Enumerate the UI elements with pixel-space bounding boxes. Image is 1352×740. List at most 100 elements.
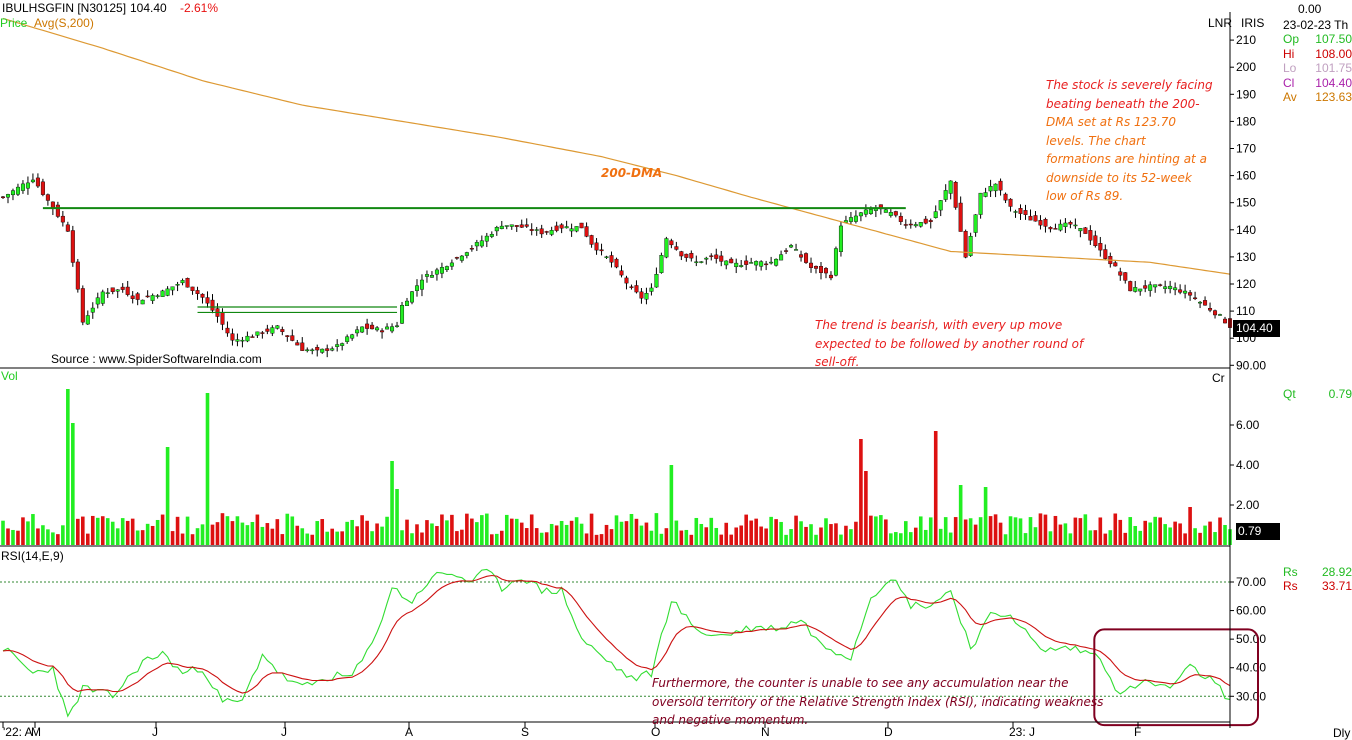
- candle-body: [1083, 227, 1088, 234]
- volume-bar: [140, 530, 145, 545]
- volume-bar: [1003, 534, 1008, 545]
- note-line: DMA set at Rs 123.70: [1046, 115, 1177, 129]
- candle-body: [789, 245, 794, 248]
- volume-bar: [155, 519, 160, 545]
- volume-bar: [519, 522, 524, 545]
- candle-body: [614, 258, 619, 268]
- volume-bar: [145, 523, 150, 545]
- volume-bar: [235, 516, 240, 545]
- note-line: expected to be followed by another round…: [815, 336, 1084, 351]
- candle-body: [15, 186, 20, 195]
- volume-bar: [1123, 532, 1128, 545]
- price-tag: 104.40: [1233, 320, 1280, 337]
- volume-bar: [789, 529, 793, 545]
- candle-body: [1008, 198, 1013, 207]
- candle-body: [734, 262, 739, 268]
- candle-body: [35, 177, 40, 187]
- candle-body: [70, 230, 75, 263]
- price-tick-label: 140: [1236, 223, 1256, 237]
- volume-bar: [120, 518, 125, 545]
- volume-tick-label: 4.00: [1236, 458, 1260, 472]
- candle-body: [295, 342, 300, 346]
- volume-bar: [95, 517, 100, 545]
- candle-body: [1003, 193, 1008, 201]
- volume-bar: [704, 527, 709, 545]
- candle-body: [564, 226, 569, 229]
- candle-body: [669, 240, 674, 246]
- price-panel: 90.0010011012013014015016017018019020021…: [1, 17, 1266, 372]
- note-line: levels. The chart: [1046, 133, 1146, 148]
- volume-bar: [629, 513, 634, 545]
- candle-body: [823, 268, 828, 274]
- candle-body: [764, 263, 769, 266]
- volume-bar: [1083, 514, 1088, 545]
- note-line: sell-off.: [815, 355, 860, 369]
- candle-body: [833, 248, 838, 276]
- candle-body: [315, 346, 320, 351]
- candle-body: [419, 279, 424, 290]
- volume-bar: [988, 516, 993, 545]
- volume-bar: [470, 518, 474, 545]
- candle-body: [968, 236, 973, 256]
- note-mid: The trend is bearish, with every up move…: [815, 316, 1083, 372]
- rsi-line: [2, 568, 1231, 718]
- volume-bar: [669, 465, 674, 545]
- volume-bar: [425, 520, 429, 545]
- volume-bar: [390, 461, 394, 545]
- qt-value: 0.79: [1328, 387, 1352, 401]
- volume-bar: [275, 519, 280, 545]
- candle-body: [449, 262, 454, 267]
- candle-body: [619, 270, 624, 276]
- volume-bar: [754, 518, 758, 545]
- volume-bar: [475, 522, 479, 545]
- volume-bar: [485, 513, 489, 545]
- volume-bar: [769, 516, 773, 545]
- candle-body: [599, 249, 604, 252]
- x-tick-label: A: [405, 725, 413, 739]
- candle-body: [679, 251, 684, 257]
- candle-body: [250, 336, 255, 338]
- volume-bar: [958, 485, 963, 545]
- candle-body: [270, 327, 275, 334]
- candle-body: [275, 325, 280, 329]
- volume-bar: [589, 513, 594, 545]
- period-label: Dly: [1333, 726, 1351, 740]
- volume-tick-label: 2.00: [1236, 498, 1260, 512]
- candle-body: [604, 256, 609, 258]
- candle-body: [1168, 285, 1173, 290]
- candle-body: [1053, 228, 1058, 230]
- note-top: The stock is severely facing beating bene…: [1046, 76, 1213, 206]
- rsi-tick-label: 40.00: [1236, 661, 1266, 675]
- candle-body: [300, 342, 305, 351]
- candle-body: [499, 225, 504, 230]
- volume-bar: [415, 524, 419, 545]
- volume-bar: [31, 514, 35, 545]
- qt-label: Qt: [1283, 387, 1296, 401]
- volume-bar: [455, 531, 459, 545]
- candle-body: [519, 224, 524, 228]
- volume-bar: [834, 523, 838, 545]
- candle-body: [1203, 300, 1208, 306]
- volume-bar: [310, 534, 315, 545]
- candle-body: [903, 224, 908, 226]
- volume-bar: [719, 534, 724, 545]
- candle-body: [80, 288, 85, 323]
- volume-bar: [664, 528, 669, 545]
- candle-body: [1188, 292, 1193, 296]
- volume-bar: [819, 527, 823, 545]
- volume-bar: [1143, 520, 1148, 545]
- volume-bar: [435, 526, 439, 545]
- dma-label: 200-DMA: [601, 166, 663, 180]
- volume-bar: [1223, 524, 1227, 545]
- rsi-panel: 30.00 40.00 50.00 60.00 70.00 '22: AM J J A S O N D 2…: [0, 568, 1266, 739]
- volume-bar: [340, 531, 344, 545]
- candle-body: [664, 238, 669, 258]
- volume-bar: [978, 517, 983, 545]
- ohlc-value: 101.75: [1315, 61, 1352, 75]
- scale-mode[interactable]: LNR: [1208, 16, 1233, 30]
- candle-body: [265, 328, 270, 332]
- candle-body: [644, 293, 649, 300]
- candle-body: [200, 293, 205, 298]
- volume-bar: [494, 533, 499, 545]
- candle-body: [140, 299, 145, 305]
